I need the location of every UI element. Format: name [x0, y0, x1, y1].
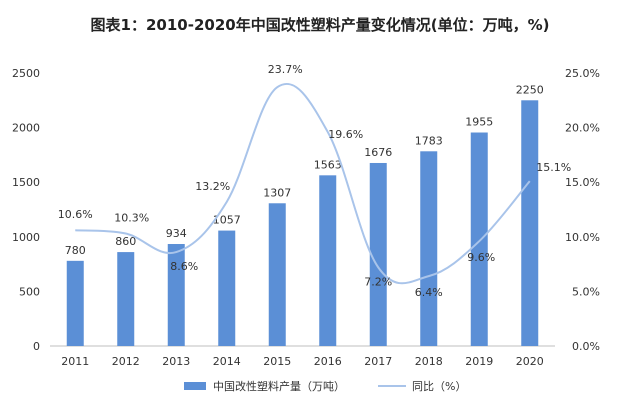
- y-right-tick-label: 5.0%: [572, 285, 600, 298]
- y-left-tick-label: 2000: [12, 122, 40, 135]
- x-tick-label: 2013: [162, 355, 190, 368]
- line-value-label: 15.1%: [536, 161, 571, 174]
- y-left-tick-label: 1500: [12, 176, 40, 189]
- bar-value-label: 1057: [213, 214, 241, 227]
- y-left-tick-label: 1000: [12, 231, 40, 244]
- line-value-label: 10.3%: [114, 212, 149, 225]
- bar-2012: [117, 252, 135, 346]
- bar-2013: [167, 244, 185, 346]
- bar-value-label: 2250: [516, 83, 544, 96]
- bar-value-label: 1783: [415, 134, 443, 147]
- line-value-label: 10.6%: [58, 208, 93, 221]
- x-tick-label: 2014: [213, 355, 241, 368]
- x-tick-label: 2016: [314, 355, 342, 368]
- line-value-label: 13.2%: [195, 180, 230, 193]
- bar-2019: [470, 132, 488, 346]
- x-tick-label: 2015: [263, 355, 291, 368]
- bar-2014: [218, 230, 236, 346]
- legend-bar-swatch: [184, 382, 206, 390]
- y-right-tick-label: 10.0%: [565, 231, 600, 244]
- x-tick-label: 2011: [61, 355, 89, 368]
- x-tick-label: 2020: [516, 355, 544, 368]
- line-value-label: 19.6%: [328, 128, 363, 141]
- bar-value-label: 1563: [314, 158, 342, 171]
- line-value-label: 7.2%: [364, 275, 392, 288]
- x-tick-label: 2018: [415, 355, 443, 368]
- bar-value-label: 1307: [263, 186, 291, 199]
- bar-2015: [268, 203, 286, 346]
- x-tick-label: 2017: [364, 355, 392, 368]
- line-series-yoy: [75, 82, 531, 285]
- bar-value-label: 1676: [364, 146, 392, 159]
- bar-value-label: 860: [115, 235, 136, 248]
- legend-bar-label: 中国改性塑料产量（万吨）: [213, 379, 345, 393]
- bar-value-label: 780: [65, 244, 86, 257]
- bar-value-label: 1955: [465, 116, 493, 129]
- y-left-tick-label: 2500: [12, 67, 40, 80]
- line-value-label: 8.6%: [170, 260, 198, 273]
- bar-2017: [369, 162, 387, 346]
- x-tick-label: 2012: [112, 355, 140, 368]
- y-right-tick-label: 0.0%: [572, 340, 600, 353]
- bar-2020: [521, 100, 539, 346]
- y-right-tick-label: 15.0%: [565, 176, 600, 189]
- line-value-label: 6.4%: [415, 286, 443, 299]
- chart-title: 图表1：2010-2020年中国改性塑料产量变化情况(单位：万吨，%): [90, 16, 550, 34]
- bar-value-label: 934: [166, 227, 187, 240]
- bar-2011: [66, 260, 84, 346]
- bar-2016: [319, 175, 337, 346]
- y-left-tick-label: 500: [19, 285, 40, 298]
- y-right-tick-label: 25.0%: [565, 67, 600, 80]
- bar-2018: [420, 151, 438, 346]
- x-tick-label: 2019: [465, 355, 493, 368]
- y-left-tick-label: 0: [33, 340, 40, 353]
- line-value-label: 23.7%: [268, 63, 303, 76]
- y-right-tick-label: 20.0%: [565, 122, 600, 135]
- line-value-label: 9.6%: [467, 251, 495, 264]
- legend-line-label: 同比（%）: [412, 380, 466, 393]
